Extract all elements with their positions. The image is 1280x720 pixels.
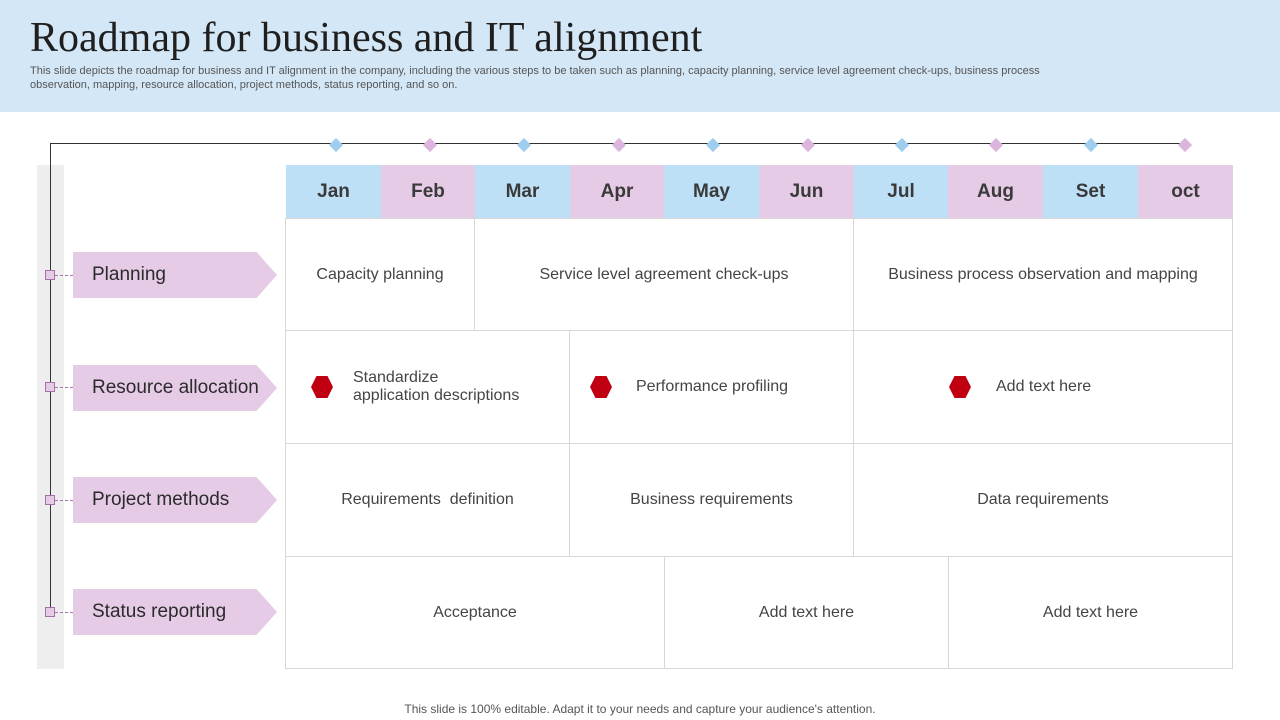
task-business-requirements: Business requirements: [569, 443, 854, 557]
task-capacity-planning: Capacity planning: [285, 218, 475, 331]
header-banner: Roadmap for business and IT alignment Th…: [0, 0, 1280, 112]
task-text: Business requirements: [630, 491, 793, 508]
task-sla-checkups: Service level agreement check-ups: [474, 218, 854, 331]
task-text: Add text here: [996, 378, 1092, 395]
task-text: Requirements definition: [341, 491, 514, 508]
task-acceptance: Acceptance: [285, 556, 665, 669]
month-marker-may: [705, 137, 721, 153]
row-connector-dot: [45, 270, 55, 280]
task-text: Business process observation and mapping: [888, 265, 1198, 283]
row-connector-dash: [55, 275, 73, 276]
month-marker-jun: [800, 137, 816, 153]
month-header-mar: Mar: [475, 165, 570, 218]
hexagon-icon: [311, 376, 333, 398]
hexagon-icon: [949, 376, 971, 398]
month-marker-feb: [422, 137, 438, 153]
task-text: Acceptance: [433, 603, 517, 621]
task-standardize: Standardize application descriptions: [285, 330, 570, 444]
month-marker-jul: [894, 137, 910, 153]
slide-title: Roadmap for business and IT alignment: [30, 15, 703, 61]
task-text: Performance profiling: [636, 378, 789, 395]
hexagon-icon: [590, 376, 612, 398]
row-connector-dot: [45, 607, 55, 617]
month-marker-aug: [988, 137, 1004, 153]
task-text: Add text here: [1042, 603, 1139, 621]
slide-subtitle: This slide depicts the roadmap for busin…: [30, 65, 1040, 91]
task-performance-profiling: Performance profiling: [569, 330, 854, 444]
month-header-aug: Aug: [948, 165, 1043, 218]
task-resource-placeholder: Add text here: [853, 330, 1233, 444]
task-status-placeholder-1: Add text here: [664, 556, 949, 669]
month-marker-oct: [1177, 137, 1193, 153]
row-connector-dash: [55, 500, 73, 501]
row-connector-dot: [45, 382, 55, 392]
row-label-resource-allocation: Resource allocation: [73, 365, 277, 411]
row-connector-dot: [45, 495, 55, 505]
row-connector-dash: [55, 612, 73, 613]
month-header-jul: Jul: [854, 165, 948, 218]
row-connector-dash: [55, 387, 73, 388]
month-header-jan: Jan: [286, 165, 381, 218]
task-requirements-definition: Requirements definition: [285, 443, 570, 557]
task-data-requirements: Data requirements: [853, 443, 1233, 557]
footer-note: This slide is 100% editable. Adapt it to…: [404, 702, 876, 716]
task-text: Data requirements: [977, 491, 1109, 508]
month-marker-set: [1083, 137, 1099, 153]
month-header-apr: Apr: [570, 165, 664, 218]
month-header-jun: Jun: [759, 165, 854, 218]
row-label-project-methods: Project methods: [73, 477, 277, 523]
row-label-planning: Planning: [73, 252, 277, 298]
task-text: Service level agreement check-ups: [539, 265, 789, 283]
task-text: Standardize application descriptions: [353, 369, 520, 404]
task-text: Capacity planning: [316, 265, 444, 283]
task-business-process: Business process observation and mapping: [853, 218, 1233, 331]
month-header-may: May: [664, 165, 759, 218]
month-marker-mar: [516, 137, 532, 153]
task-status-placeholder-2: Add text here: [948, 556, 1233, 669]
month-header-set: Set: [1043, 165, 1138, 218]
timeline-vertical-line: [50, 143, 51, 613]
month-header-oct: oct: [1138, 165, 1233, 218]
month-marker-jan: [328, 137, 344, 153]
month-header-feb: Feb: [381, 165, 475, 218]
task-text: Add text here: [758, 603, 855, 621]
month-marker-apr: [611, 137, 627, 153]
row-label-status-reporting: Status reporting: [73, 589, 277, 635]
